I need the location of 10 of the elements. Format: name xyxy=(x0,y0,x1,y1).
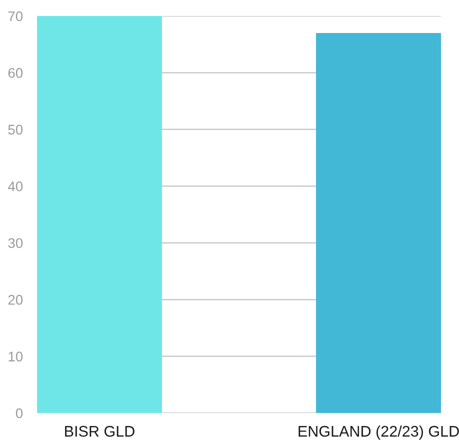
y-tick-label: 40 xyxy=(8,181,23,192)
y-tick-label: 20 xyxy=(8,294,23,305)
y-tick-label: 10 xyxy=(8,352,23,362)
y-tick-label: 50 xyxy=(8,124,23,135)
y-tick-label: 30 xyxy=(8,238,23,248)
y-tick-label: 0 xyxy=(16,408,23,418)
y-tick-label: 70 xyxy=(8,11,23,22)
y-tick-label: 60 xyxy=(8,68,23,78)
x-tick-label: BISR GLD xyxy=(65,426,134,437)
x-tick-label: ENGLAND (22/23) GLD xyxy=(298,426,459,440)
